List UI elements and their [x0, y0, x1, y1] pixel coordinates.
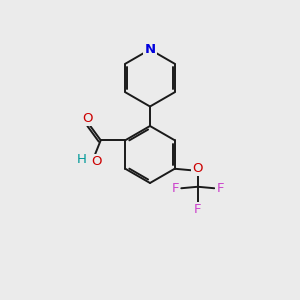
Text: O: O [193, 162, 203, 175]
Text: H: H [77, 153, 87, 166]
Text: O: O [91, 155, 101, 168]
Text: F: F [172, 182, 179, 195]
Text: F: F [217, 182, 224, 195]
Text: N: N [144, 43, 156, 56]
Text: F: F [194, 203, 202, 216]
Text: O: O [82, 112, 93, 125]
